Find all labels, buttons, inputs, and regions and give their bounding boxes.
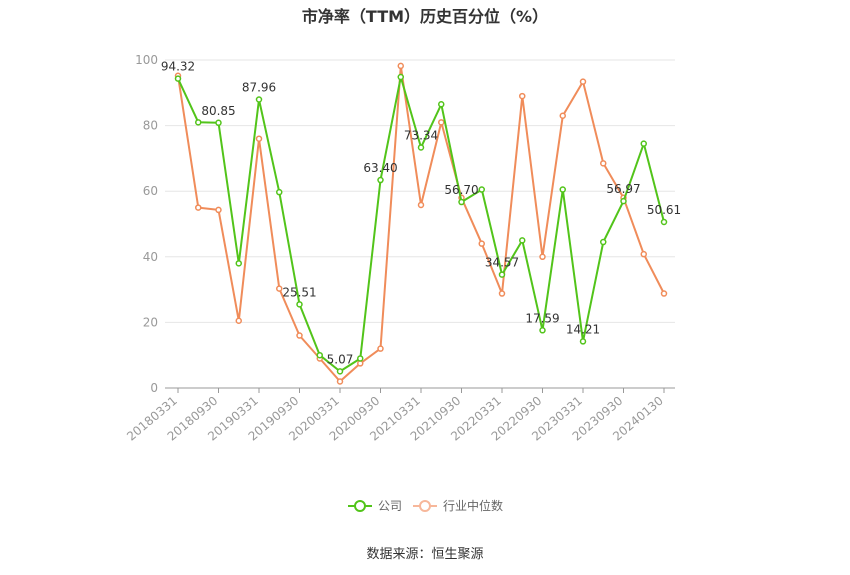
point-company-22 [620,197,627,205]
data-label-10: 63.40 [363,161,397,175]
point-industry-8 [336,378,344,385]
data-label-16: 34.57 [485,256,519,270]
point-industry-3 [235,317,242,325]
point-industry-11 [397,62,404,70]
point-company-3 [235,260,242,267]
y-tick-label-20: 20 [143,315,158,329]
data-label-4: 87.96 [242,80,276,94]
point-company-13 [438,101,445,108]
point-industry-6 [296,332,303,339]
data-label-18: 17.59 [525,311,559,325]
point-company-6 [296,301,303,308]
point-company-20 [579,338,587,345]
point-company-12 [417,144,425,151]
source-note: 数据来源：恒生聚源 [366,547,483,562]
point-industry-21 [600,160,607,167]
point-company-7 [316,351,323,359]
legend-label-company: 公司 [378,499,402,513]
point-company-5 [276,188,283,196]
point-industry-4 [255,135,263,142]
point-industry-24 [660,290,668,297]
chart-title: 市净率（TTM）历史百分位（%） [302,7,548,26]
data-label-24: 50.61 [647,203,681,217]
data-label-2: 80.85 [201,104,235,118]
y-axis: 0 20 40 60 80 100 [135,53,158,395]
point-company-15 [478,186,485,193]
series-company [174,73,668,375]
point-company-0 [174,75,182,82]
y-tick-label-60: 60 [143,184,158,198]
point-company-18 [539,327,546,334]
data-label-8: 5.07 [327,352,354,366]
point-company-2 [215,119,222,127]
y-tick-label-100: 100 [135,53,158,67]
point-industry-18 [539,253,546,261]
data-label-12: 73.34 [404,128,438,142]
legend-item-industry[interactable]: 行业中位数 [413,498,503,513]
y-tick-label-40: 40 [143,250,158,264]
point-industry-20 [579,78,587,85]
data-label-22: 56.97 [606,182,640,196]
series-group [174,62,668,385]
point-company-17 [519,237,526,244]
data-label-14: 56.70 [444,183,478,197]
point-industry-19 [559,112,566,120]
point-company-23 [640,140,647,147]
legend-marker-company [354,500,366,512]
y-tick-label-80: 80 [143,119,158,133]
legend[interactable]: 公司 行业中位数 [348,498,503,513]
point-industry-5 [276,285,283,292]
point-company-4 [255,96,263,103]
point-company-10 [377,176,384,184]
point-industry-13 [438,119,445,126]
point-company-9 [357,355,364,362]
point-industry-12 [417,201,425,209]
point-company-1 [195,119,202,126]
data-labels: 94.32 80.85 87.96 25.51 5.07 63.40 73.34 56.70 3… [161,60,681,367]
data-label-20: 14.21 [566,322,600,336]
point-company-16 [498,271,506,278]
legend-item-company[interactable]: 公司 [348,499,402,513]
point-industry-17 [519,92,526,100]
point-industry-1 [195,204,202,211]
point-company-21 [600,238,607,246]
point-company-8 [336,368,344,375]
legend-label-industry: 行业中位数 [443,498,503,513]
point-company-11 [397,73,404,81]
point-industry-10 [377,345,384,352]
point-company-24 [660,218,668,226]
legend-marker-industry [419,500,431,512]
point-industry-16 [498,290,506,297]
point-company-19 [559,186,566,193]
y-tick-label-0: 0 [150,381,158,395]
x-axis: 2018033120180930201903312019093020200331… [124,387,675,444]
point-company-14 [458,198,465,206]
data-label-0: 94.32 [161,60,195,74]
data-label-6: 25.51 [282,285,316,299]
point-industry-23 [640,250,647,258]
point-industry-2 [215,206,222,214]
point-industry-15 [478,240,485,247]
